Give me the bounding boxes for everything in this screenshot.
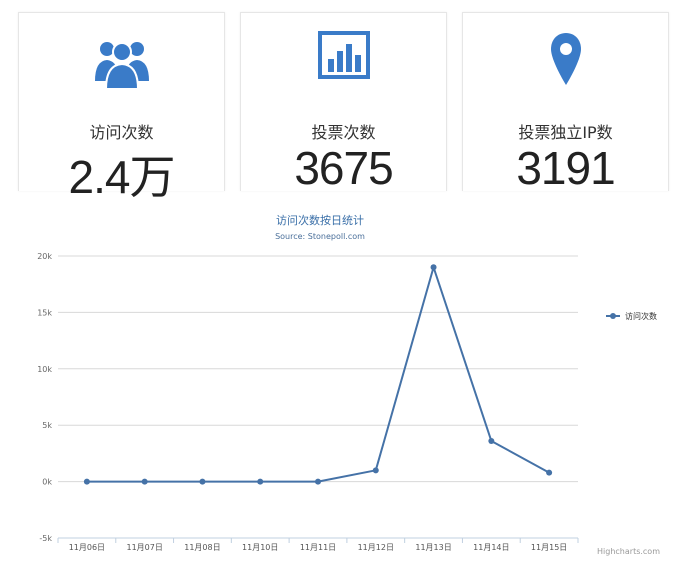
x-tick-label: 11月12日 xyxy=(358,543,394,552)
y-tick-label: 15k xyxy=(37,308,52,317)
stat-label: 投票独立IP数 xyxy=(518,123,613,142)
bar-chart-icon xyxy=(317,31,370,87)
x-tick-label: 11月08日 xyxy=(184,543,220,552)
data-point xyxy=(315,478,321,485)
data-point xyxy=(546,469,553,476)
x-tick-label: 11月14日 xyxy=(473,543,509,552)
data-point xyxy=(83,478,90,485)
stat-value: 2.4万 xyxy=(68,151,176,203)
stat-card-unique-ip: 投票独立IP数 3191 xyxy=(462,12,669,194)
series-line xyxy=(86,266,550,483)
users-icon xyxy=(92,31,152,95)
y-tick-label: 20k xyxy=(37,252,52,261)
x-tick-label: 11月10日 xyxy=(242,543,278,552)
x-tick-label: 11月11日 xyxy=(300,543,336,552)
x-tick-label: 11月15日 xyxy=(531,543,567,552)
data-point xyxy=(199,478,206,485)
stat-value: 3191 xyxy=(516,142,615,194)
x-tick-label: 11月07日 xyxy=(126,543,162,552)
chart-title: 访问次数按日统计 xyxy=(276,213,364,227)
x-tick-label: 11月06日 xyxy=(69,543,105,552)
data-point xyxy=(372,467,379,474)
stat-label: 投票次数 xyxy=(311,123,376,142)
data-point xyxy=(257,478,264,485)
legend-label: 访问次数 xyxy=(625,311,657,321)
stat-label: 访问次数 xyxy=(89,123,154,142)
data-point xyxy=(430,264,437,271)
x-tick-label: 11月13日 xyxy=(415,543,451,552)
chart-subtitle: Source: Stonepoll.com xyxy=(275,232,365,241)
data-point xyxy=(488,437,495,444)
chart-canvas: 访问次数按日统计 Source: Stonepoll.com 20k 15k 10k 5k… xyxy=(37,213,660,556)
legend-marker xyxy=(610,313,616,319)
stat-value: 3675 xyxy=(294,142,393,194)
stat-card-visits: 访问次数 2.4万 xyxy=(18,12,225,203)
visits-line-chart: 访问次数按日统计 Source: Stonepoll.com 20k 15k 10k 5k… xyxy=(0,200,691,588)
data-point xyxy=(141,478,148,485)
y-tick-label: 10k xyxy=(37,365,52,374)
map-pin-icon xyxy=(549,31,583,91)
chart-credits: Highcharts.com xyxy=(597,547,660,556)
stat-card-votes: 投票次数 3675 xyxy=(240,12,447,194)
y-tick-label: 0k xyxy=(42,478,52,487)
y-tick-label: 5k xyxy=(42,421,52,430)
y-tick-label: -5k xyxy=(39,534,52,543)
